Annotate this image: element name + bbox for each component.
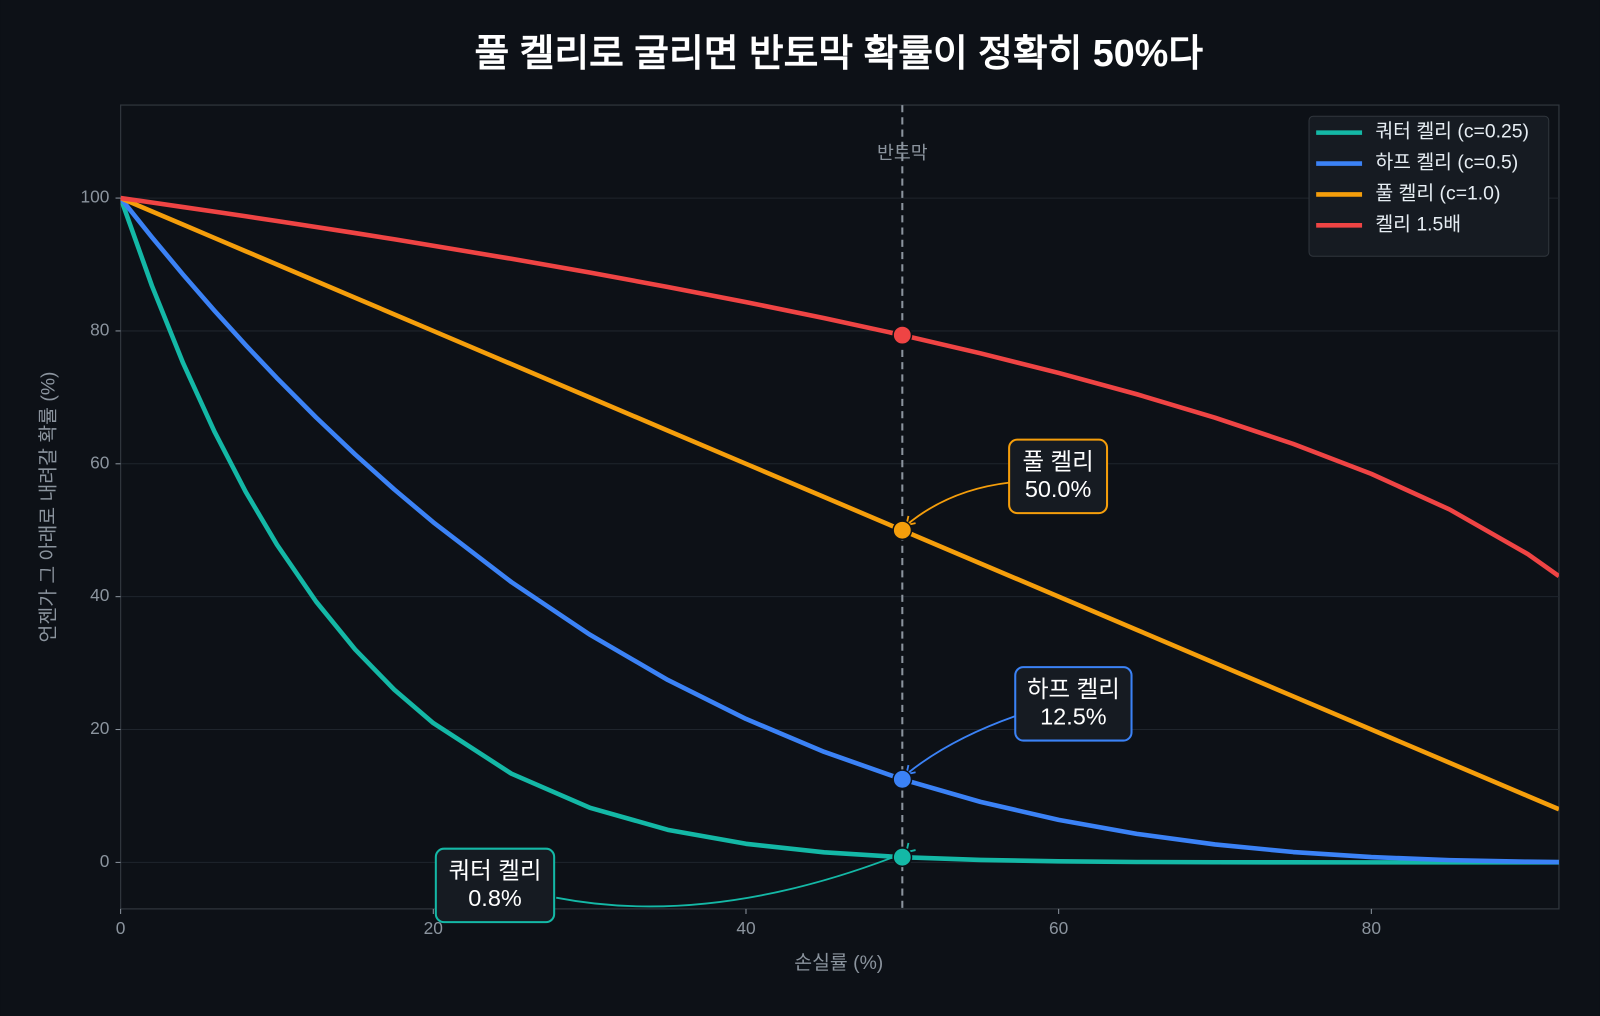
x-tick-label: 40 bbox=[736, 918, 755, 938]
y-tick-label: 0 bbox=[100, 851, 110, 871]
highlight-point bbox=[892, 520, 913, 541]
x-tick-label: 20 bbox=[424, 918, 443, 938]
highlight-point bbox=[892, 769, 913, 790]
x-tick-label: 80 bbox=[1362, 918, 1381, 938]
annotation-box bbox=[434, 847, 556, 924]
legend-box bbox=[1308, 115, 1550, 257]
annotation-text: 12.5% bbox=[1040, 703, 1107, 729]
annotation-arrow bbox=[905, 481, 1011, 526]
y-tick-label: 80 bbox=[90, 320, 109, 340]
y-tick-label: 20 bbox=[90, 718, 109, 738]
series-line bbox=[120, 195, 1559, 579]
series-line bbox=[120, 197, 1559, 865]
legend-label: 하프 켈리 (c=0.5) bbox=[1375, 152, 1518, 174]
annotation-text: 0.8% bbox=[468, 885, 522, 911]
y-tick-label: 60 bbox=[90, 452, 109, 472]
annotation-box bbox=[1014, 666, 1133, 742]
annotation-arrow bbox=[905, 715, 1016, 775]
y-tick-label: 40 bbox=[90, 585, 109, 605]
highlight-point bbox=[892, 325, 913, 346]
series-line bbox=[120, 196, 1559, 865]
y-axis-label: 언젠가 그 아래로 내려갈 확률 (%) bbox=[37, 372, 59, 643]
legend-label: 풀 켈리 (c=1.0) bbox=[1375, 183, 1500, 205]
legend-label: 켈리 1.5배 bbox=[1375, 213, 1461, 235]
series-line bbox=[120, 195, 1559, 812]
x-axis-label: 손실률 (%) bbox=[794, 952, 883, 974]
annotation-text: 쿼터 켈리 bbox=[449, 857, 542, 883]
y-tick-label: 100 bbox=[80, 187, 109, 207]
annotation-text: 50.0% bbox=[1025, 476, 1092, 502]
annotation-arrow bbox=[556, 851, 907, 908]
annotation-text: 하프 켈리 bbox=[1027, 676, 1120, 702]
chart-title: 풀 켈리로 굴리면 반토막 확률이 정확히 50%다 bbox=[474, 32, 1203, 74]
annotation-box bbox=[1008, 438, 1109, 515]
x-tick-label: 60 bbox=[1049, 918, 1068, 938]
annotation-text: 풀 켈리 bbox=[1022, 448, 1093, 474]
x-tick-label: 0 bbox=[116, 918, 126, 938]
reference-label: 반토막 bbox=[877, 142, 928, 163]
highlight-point bbox=[892, 847, 913, 868]
legend-label: 쿼터 켈리 (c=0.25) bbox=[1375, 121, 1529, 143]
